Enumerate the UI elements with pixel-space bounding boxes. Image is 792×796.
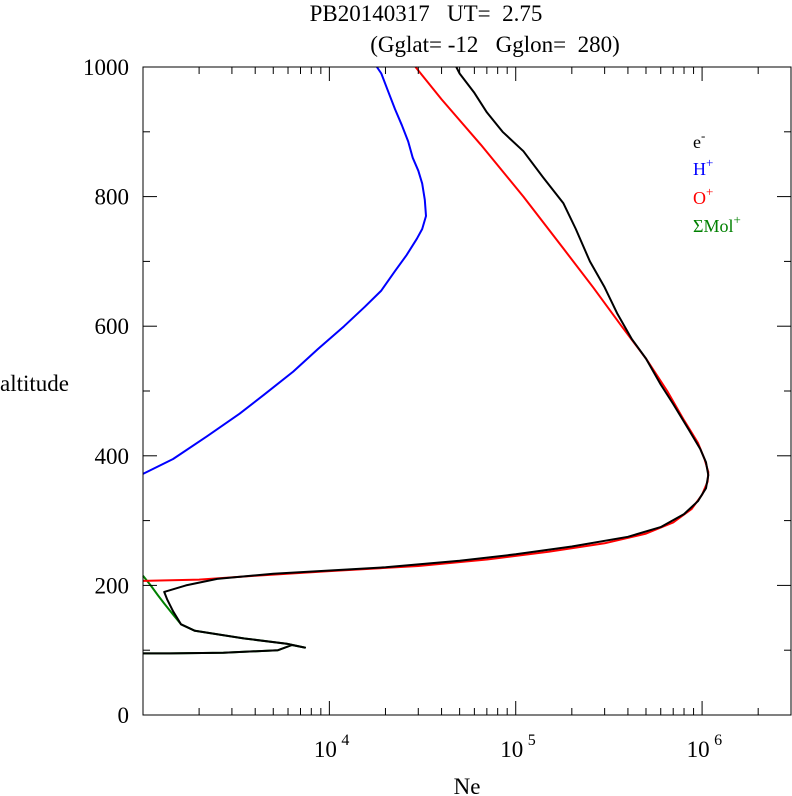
x-tick-label-exponent: 4 bbox=[341, 732, 349, 749]
x-axis-label: Ne bbox=[454, 774, 481, 796]
legend-entry-superscript: + bbox=[706, 155, 713, 170]
legend-entry-superscript: + bbox=[706, 184, 713, 199]
y-tick-label: 200 bbox=[95, 573, 130, 598]
chart-title-line2: (Gglat= -12 Gglon= 280) bbox=[370, 32, 620, 57]
legend-entry-superscript: + bbox=[733, 212, 740, 227]
legend-entry: e- bbox=[693, 128, 705, 152]
y-tick-label: 1000 bbox=[83, 55, 129, 80]
y-axis-label: altitude bbox=[0, 371, 69, 396]
legend-entry: O+ bbox=[693, 184, 713, 208]
legend-entry-superscript: - bbox=[701, 128, 705, 143]
series-layer bbox=[142, 66, 710, 655]
legend-entry: ΣMol+ bbox=[693, 212, 741, 236]
legend: e- H+ O+ ΣMol+ bbox=[693, 128, 741, 236]
chart-title-line1: PB20140317 UT= 2.75 bbox=[310, 1, 543, 26]
x-tick-label: 10 bbox=[314, 737, 337, 762]
x-tick-label-exponent: 5 bbox=[528, 732, 536, 749]
series-line-mol bbox=[142, 575, 306, 655]
series-line-h bbox=[142, 66, 427, 475]
y-tick-label: 800 bbox=[95, 185, 130, 210]
y-tick-label: 600 bbox=[95, 314, 130, 339]
y-tick-label: 0 bbox=[118, 703, 130, 728]
y-tick-label: 400 bbox=[95, 444, 130, 469]
x-tick-label: 10 bbox=[500, 737, 523, 762]
x-tick-label-exponent: 6 bbox=[714, 732, 722, 749]
tick-layer bbox=[142, 66, 792, 716]
x-tick-label: 10 bbox=[687, 737, 710, 762]
legend-entry: H+ bbox=[693, 155, 713, 179]
series-line-e bbox=[143, 66, 710, 655]
